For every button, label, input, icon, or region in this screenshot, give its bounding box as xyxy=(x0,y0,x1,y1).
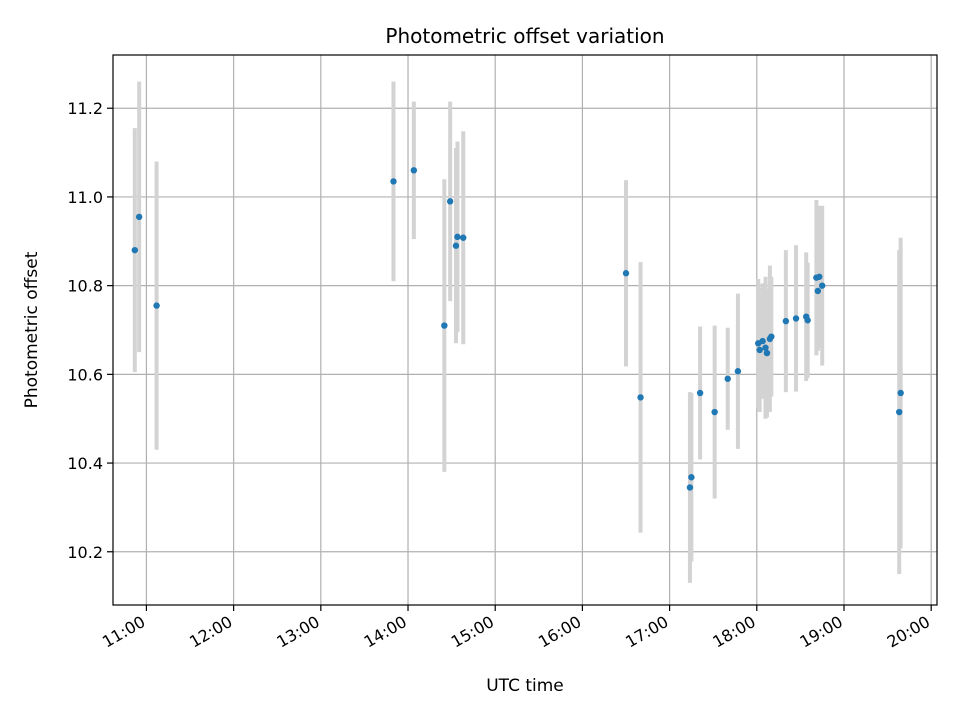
data-point xyxy=(686,484,694,491)
data-markers xyxy=(131,167,904,491)
data-point xyxy=(135,213,143,221)
data-point xyxy=(131,246,138,254)
data-point xyxy=(410,167,418,174)
data-point xyxy=(896,408,903,416)
data-point xyxy=(762,344,769,351)
data-point xyxy=(763,349,771,357)
y-tick-label: 10.2 xyxy=(67,543,103,562)
data-point xyxy=(454,233,461,241)
data-point xyxy=(711,408,718,416)
y-tick-label: 11.0 xyxy=(67,188,103,207)
data-point xyxy=(734,368,742,375)
data-point xyxy=(696,389,704,397)
data-point xyxy=(756,346,763,354)
data-point xyxy=(816,273,823,280)
y-tick-label: 10.6 xyxy=(67,365,103,384)
data-point xyxy=(688,474,695,481)
y-axis-ticks: 10.2 10.4 10.6 10.8 11.0 11.2 xyxy=(67,99,113,562)
plot-frame xyxy=(112,54,938,606)
y-tick-label: 10.8 xyxy=(67,277,103,296)
data-point xyxy=(804,317,811,324)
data-point xyxy=(897,389,904,397)
data-point xyxy=(637,394,644,401)
x-axis-label: UTC time xyxy=(486,676,564,696)
data-point xyxy=(724,375,731,382)
data-point xyxy=(782,317,790,325)
y-tick-label: 10.4 xyxy=(67,454,103,473)
y-tick-label: 11.2 xyxy=(67,99,103,118)
y-axis-label: Photometric offset xyxy=(22,251,42,408)
data-point xyxy=(390,178,397,185)
data-point xyxy=(814,287,822,295)
chart-title: Photometric offset variation xyxy=(385,24,664,48)
data-point xyxy=(792,315,800,322)
data-point xyxy=(818,282,826,289)
data-point xyxy=(153,302,160,309)
data-point xyxy=(446,198,454,205)
data-point xyxy=(460,234,467,241)
data-point xyxy=(441,322,448,329)
data-point xyxy=(452,242,460,249)
data-point xyxy=(759,337,766,345)
data-point xyxy=(768,333,775,340)
data-point xyxy=(622,270,630,277)
grid-lines xyxy=(113,55,937,605)
